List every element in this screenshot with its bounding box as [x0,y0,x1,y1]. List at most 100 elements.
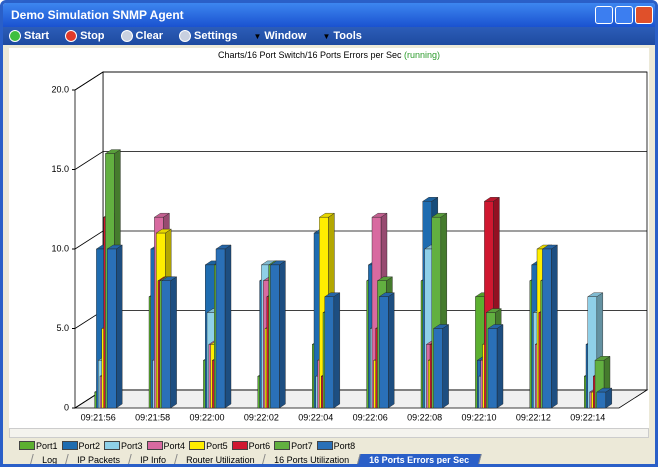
tab-label: Router Utilization [185,455,255,465]
legend-item: Port8 [316,441,355,451]
legend-item: Port3 [104,441,143,451]
dropdown-arrow: ▼ [322,31,331,41]
toolbar-icon [179,30,192,42]
close[interactable] [635,6,653,24]
bar-front [270,264,280,409]
chart-title: Charts/16 Port Switch/16 Ports Errors pe… [9,50,649,60]
toolbar-label: Window [264,30,307,42]
tab[interactable]: IP Packets [64,454,133,464]
bar [269,260,287,409]
chart-status: (running) [404,50,441,60]
bar [378,292,395,409]
toolbar: Start Stop Clear Settings ▼ Window ▼ Tools [3,27,655,45]
bar-side [170,276,177,409]
x-tick-label: 09:22:00 [189,412,224,422]
bar-front [324,296,334,409]
x-tick-label: 09:22:06 [353,412,388,422]
grid-line [74,151,647,170]
legend-swatch [19,441,35,450]
legend-item: Port4 [146,440,186,451]
dropdown-arrow: ▼ [253,31,262,41]
bar-side [388,292,395,409]
bar [432,324,450,409]
x-tick-label: 09:21:58 [135,412,170,422]
toolbar-label: Clear [135,30,164,42]
toolbar-icon [9,30,21,42]
x-tick-label: 09:22:10 [461,412,496,422]
legend-swatch [104,441,121,450]
chart: 0 5.0 10.0 15.0 20.0 09:21:56 09:21:58 09:22:00… [51,71,649,422]
toolbar-button[interactable]: ▼ Window [253,30,306,42]
y-tick-label: 0 [64,402,69,412]
bar-front [106,248,117,409]
bar [596,387,613,409]
bar-side [333,292,340,409]
legend: Port1 Port2 Port3 Port4 Port5 Port6 Port7 Port8 [19,440,355,451]
bar [106,244,123,409]
toolbar-label: Tools [333,30,362,42]
tab-label: 16 Ports Errors per Sec [369,455,470,465]
maximize[interactable] [615,6,633,24]
legend-item: Port6 [231,441,270,451]
legend-swatch [274,441,291,450]
x-tick-label: 09:22:02 [244,412,279,422]
legend-swatch [316,441,333,450]
x-tick-label: 09:22:14 [570,412,605,422]
x-tick-label: 09:22:12 [516,412,551,422]
bar [215,244,232,409]
bar [324,292,341,409]
grid-line [74,71,647,91]
y-tick-label: 10.0 [51,243,69,253]
toolbar-button[interactable]: Clear [120,30,164,42]
legend-label: Port7 [291,440,313,451]
toolbar-button[interactable]: Start [9,30,49,42]
toolbar-icon [65,30,78,42]
y-tick-label: 15.0 [51,164,69,174]
legend-label: Port2 [78,440,101,451]
tab[interactable]: IP Info [127,454,179,464]
tab-label: Log [42,455,58,465]
bar-front [542,248,552,409]
window-buttons [595,6,653,24]
chart-panel: 0 5.0 10.0 15.0 20.0 09:21:56 09:21:58 09:22:00… [9,48,649,428]
bar-side [279,260,286,409]
toolbar-label: Start [24,30,50,42]
toolbar-button[interactable]: ▼ Tools [322,30,361,42]
legend-label: Port5 [206,440,228,451]
bar [541,244,559,409]
chart-title-text: Charts/16 Port Switch/16 Ports Errors pe… [217,50,402,60]
bar-side [224,244,232,409]
legend-swatch [146,441,163,450]
bar-front [487,328,498,409]
toolbar-button[interactable]: Settings [179,30,237,42]
tab[interactable]: Router Utilization [173,454,268,465]
bar-front [433,328,443,409]
legend-label: Port3 [121,440,143,451]
bar-front [379,296,389,409]
tab[interactable]: Log [29,454,70,465]
legend-label: Port4 [163,440,186,451]
legend-swatch [61,441,78,450]
grid-line [74,230,647,250]
toolbar-icon [120,30,133,42]
x-tick-label: 09:22:04 [298,412,333,422]
tab[interactable]: 16 Ports Utilization [261,454,363,464]
toolbar-label: Settings [194,30,238,42]
bar [487,324,504,409]
minimize[interactable] [595,6,613,24]
bar-side [115,244,123,409]
tab[interactable]: 16 Ports Errors per Sec [356,454,483,465]
scrollbar[interactable] [9,428,649,438]
tabs: Log IP Packets IP Info Router Utilization 16… [29,454,483,465]
toolbar-button[interactable]: Stop [65,30,105,42]
title-bar: Demo Simulation SNMP Agent [3,3,655,27]
legend-label: Port1 [36,440,58,451]
bar [160,276,178,409]
y-tick-label: 5.0 [56,323,69,333]
legend-swatch [231,441,248,450]
x-tick-label: 09:22:08 [407,412,442,422]
legend-item: Port1 [19,441,58,451]
window-title: Demo Simulation SNMP Agent [11,8,184,22]
bar-side [551,244,558,409]
